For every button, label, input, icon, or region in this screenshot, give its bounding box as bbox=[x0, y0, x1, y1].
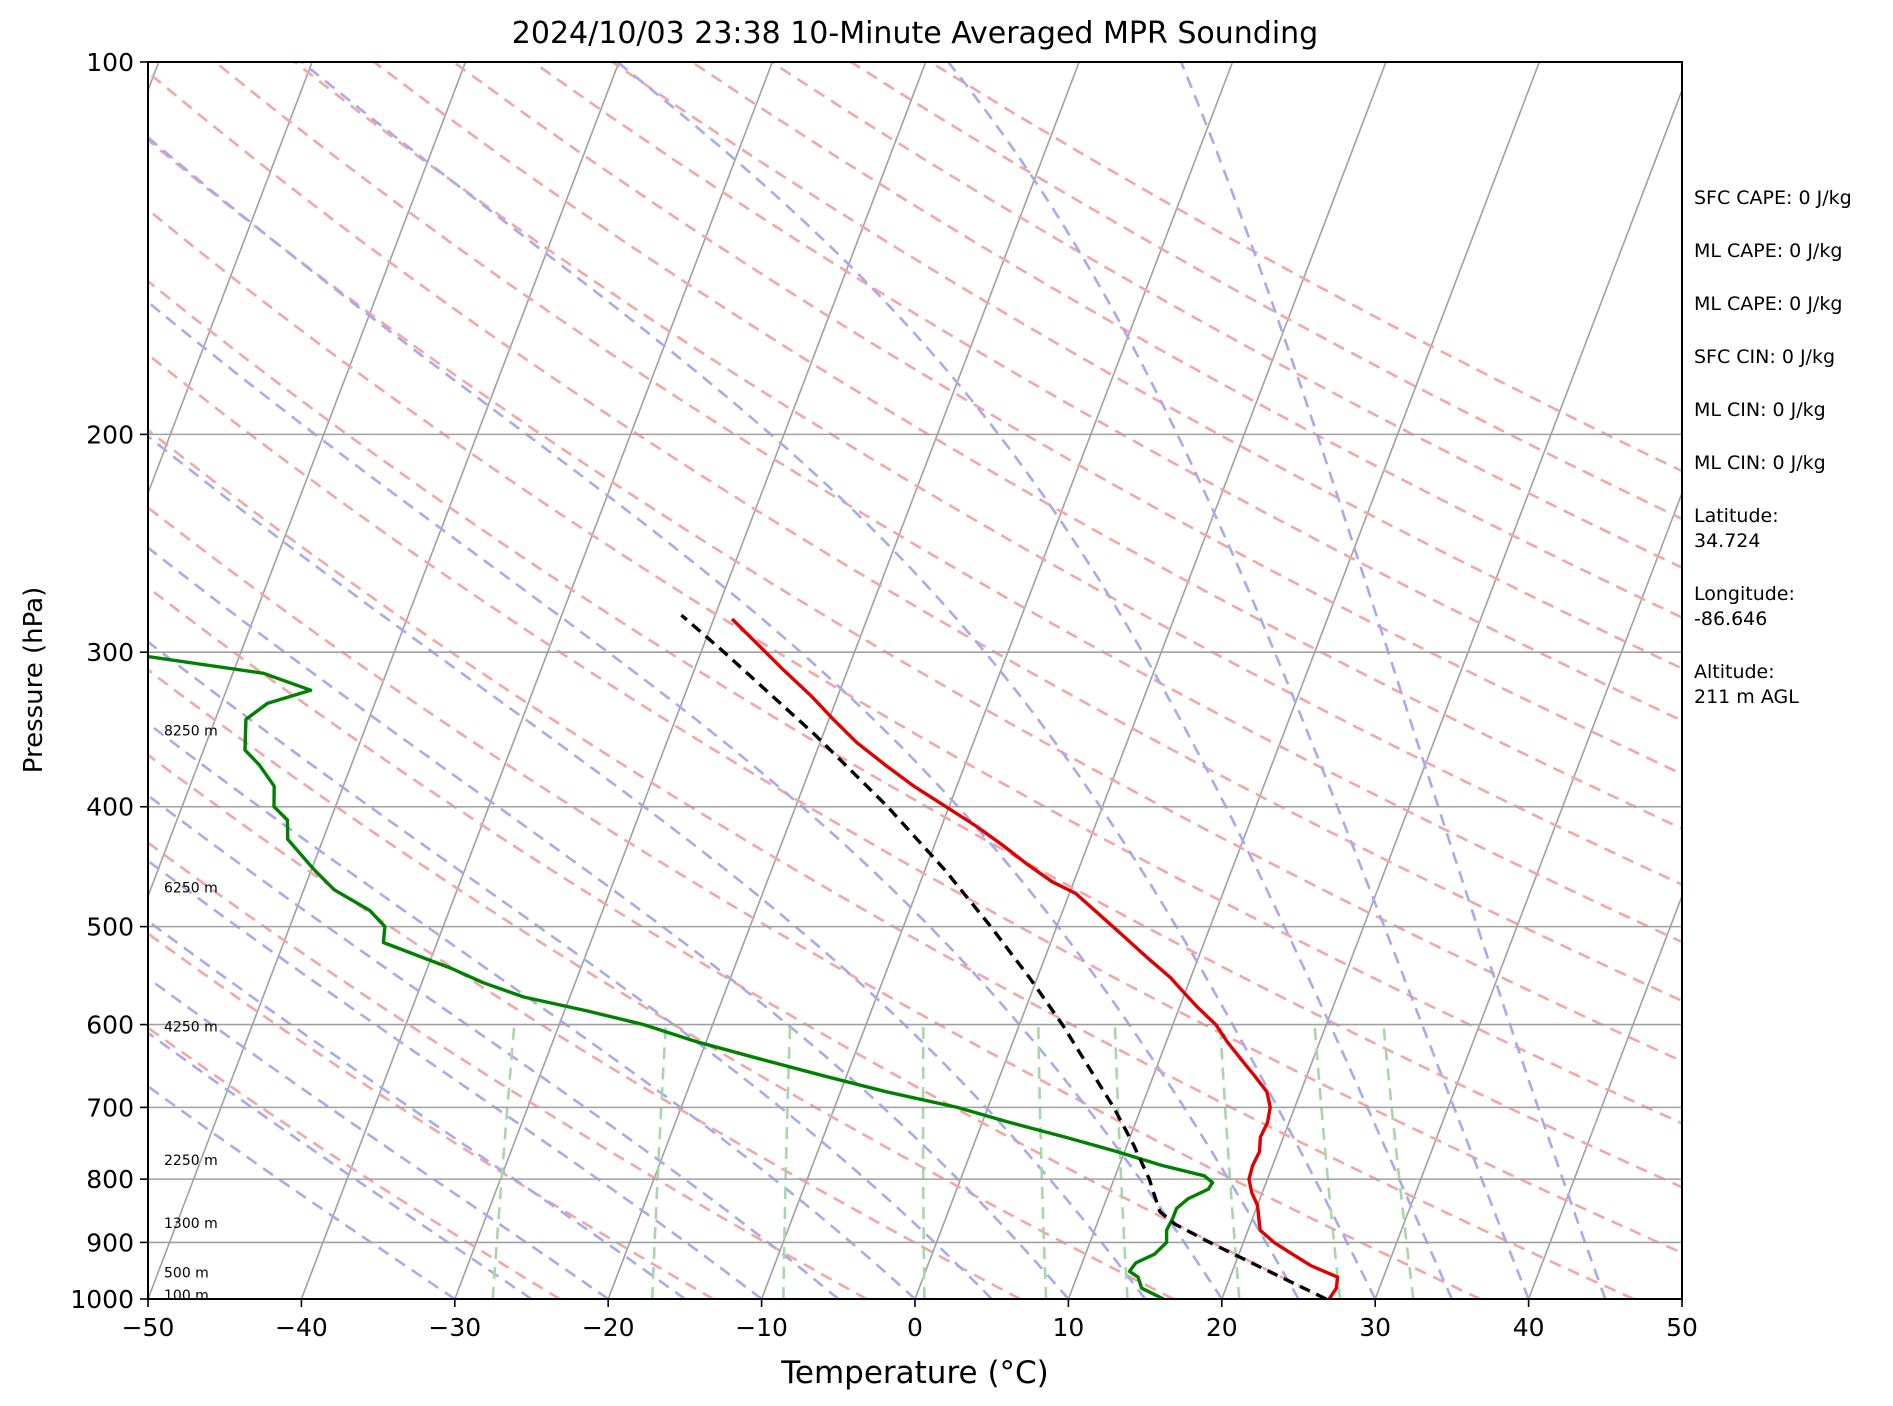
mixing-ratio-line bbox=[1218, 1024, 1241, 1299]
dewpoint-trace bbox=[148, 654, 1215, 1299]
mixing-ratio-line bbox=[1037, 1024, 1048, 1299]
dry-adiabat-line bbox=[148, 428, 1635, 1299]
dry-adiabat-line bbox=[148, 931, 714, 1299]
x-tick-label: −50 bbox=[122, 1313, 175, 1342]
x-tick-label: 10 bbox=[1052, 1313, 1084, 1342]
moist-adiabat-line bbox=[148, 300, 1223, 1299]
dry-adiabat-line bbox=[148, 208, 1682, 1125]
ml-cape-value-2: ML CAPE: 0 J/kg bbox=[1694, 293, 1843, 315]
plot-frame bbox=[147, 61, 1683, 1300]
height-label: 500 m bbox=[164, 1266, 209, 1282]
y-axis-label: Pressure (hPa) bbox=[19, 587, 49, 774]
x-tick-label: 50 bbox=[1666, 1313, 1698, 1342]
dry-adiabat-line bbox=[293, 62, 1682, 887]
moist-adiabat-line bbox=[148, 1084, 456, 1299]
isotherm-line bbox=[148, 62, 313, 496]
isotherm-line bbox=[1221, 87, 1682, 1299]
parcel-trace bbox=[680, 613, 1327, 1299]
temperature-trace bbox=[730, 617, 1340, 1299]
dry-adiabat-line bbox=[214, 62, 1682, 944]
mixing-ratio-line bbox=[921, 1024, 926, 1299]
x-tick-label: −20 bbox=[582, 1313, 635, 1342]
dry-adiabat-line bbox=[770, 62, 1682, 570]
height-label: 6250 m bbox=[164, 881, 218, 897]
height-label: 4250 m bbox=[164, 1019, 218, 1035]
mixing-ratio-line bbox=[1313, 1024, 1342, 1299]
longitude-value: Longitude: -86.646 bbox=[1694, 583, 1795, 630]
y-tick-label: 100 bbox=[86, 48, 134, 77]
height-label: 1300 m bbox=[164, 1216, 218, 1232]
moist-adiabat-line bbox=[148, 919, 686, 1299]
moist-adiabat-line bbox=[947, 62, 1530, 1299]
height-label: 2250 m bbox=[164, 1153, 218, 1169]
y-tick-label: 500 bbox=[86, 913, 134, 942]
isotherm-line bbox=[607, 62, 1080, 1299]
dry-adiabat-line bbox=[148, 585, 1328, 1299]
moist-adiabat-line bbox=[148, 545, 1070, 1299]
ml-cin-value-2: ML CIN: 0 J/kg bbox=[1694, 452, 1826, 474]
altitude-value: Altitude: 211 m AGL bbox=[1694, 661, 1799, 708]
moist-adiabat-line bbox=[148, 135, 1300, 1299]
y-tick-label: 400 bbox=[86, 793, 134, 822]
isotherm-line bbox=[148, 62, 467, 899]
dry-adiabat-line bbox=[452, 62, 1682, 776]
moist-adiabat-line bbox=[616, 62, 1454, 1299]
x-tick-label: 0 bbox=[907, 1313, 923, 1342]
dry-adiabat-line bbox=[148, 138, 1682, 1063]
isotherm-line bbox=[1374, 490, 1682, 1299]
x-tick-label: −10 bbox=[735, 1313, 788, 1342]
isotherm-line bbox=[1527, 893, 1682, 1299]
moist-adiabat-line bbox=[148, 1031, 533, 1299]
x-tick-label: −30 bbox=[428, 1313, 481, 1342]
dry-adiabat-line bbox=[691, 62, 1682, 619]
isotherm-line bbox=[1067, 62, 1541, 1299]
isotherm-line bbox=[914, 62, 1387, 1299]
dry-adiabat-line bbox=[148, 279, 1682, 1189]
y-tick-label: 600 bbox=[86, 1011, 134, 1040]
x-tick-label: 30 bbox=[1359, 1313, 1391, 1342]
mixing-ratio-line bbox=[491, 1024, 516, 1299]
x-tick-label: 20 bbox=[1206, 1313, 1238, 1342]
sfc-cin-value: SFC CIN: 0 J/kg bbox=[1694, 346, 1836, 368]
x-tick-label: 40 bbox=[1513, 1313, 1545, 1342]
dry-adiabat-line bbox=[148, 753, 1021, 1299]
moist-adiabat-line bbox=[148, 793, 840, 1299]
moist-adiabat-line bbox=[148, 721, 916, 1299]
y-tick-label: 700 bbox=[86, 1093, 134, 1122]
y-tick-label: 300 bbox=[86, 638, 134, 667]
chart-title: 2024/10/03 23:38 10-Minute Averaged MPR … bbox=[512, 16, 1318, 51]
isotherm-line bbox=[454, 62, 927, 1299]
y-tick-label: 200 bbox=[86, 420, 134, 449]
isotherm-line bbox=[760, 62, 1234, 1299]
isotherm-line bbox=[0, 62, 5, 1299]
dry-adiabat-line bbox=[148, 1026, 561, 1299]
sounding-info-panel: SFC CAPE: 0 J/kg ML CAPE: 0 J/kg ML CAPE… bbox=[1694, 186, 1889, 738]
isotherm-line bbox=[300, 62, 774, 1299]
height-label: 100 m bbox=[164, 1288, 209, 1304]
dry-adiabat-line bbox=[148, 506, 1481, 1299]
moist-adiabat-line bbox=[148, 859, 763, 1299]
y-tick-label: 1000 bbox=[70, 1285, 134, 1314]
dry-adiabat-line bbox=[532, 62, 1682, 723]
dry-adiabat-line bbox=[148, 352, 1682, 1255]
sfc-cape-value: SFC CAPE: 0 J/kg bbox=[1694, 187, 1852, 209]
moist-adiabat-line bbox=[300, 62, 1377, 1299]
dry-adiabat-line bbox=[148, 70, 1682, 1003]
x-axis-label: Temperature (°C) bbox=[780, 1355, 1049, 1391]
moist-adiabat-line bbox=[148, 434, 1147, 1299]
height-label: 8250 m bbox=[164, 723, 218, 739]
moist-adiabat-line bbox=[1179, 62, 1607, 1299]
dry-adiabat-line bbox=[373, 62, 1682, 831]
y-tick-label: 800 bbox=[86, 1165, 134, 1194]
x-tick-label: −40 bbox=[275, 1313, 328, 1342]
y-tick-label: 900 bbox=[86, 1228, 134, 1257]
moist-adiabat-line bbox=[148, 640, 993, 1299]
ml-cin-value: ML CIN: 0 J/kg bbox=[1694, 399, 1826, 421]
mixing-ratio-line bbox=[1382, 1024, 1415, 1299]
latitude-value: Latitude: 34.724 bbox=[1694, 505, 1779, 552]
ml-cape-value: ML CAPE: 0 J/kg bbox=[1694, 240, 1843, 262]
dry-adiabat-line bbox=[148, 668, 1175, 1299]
